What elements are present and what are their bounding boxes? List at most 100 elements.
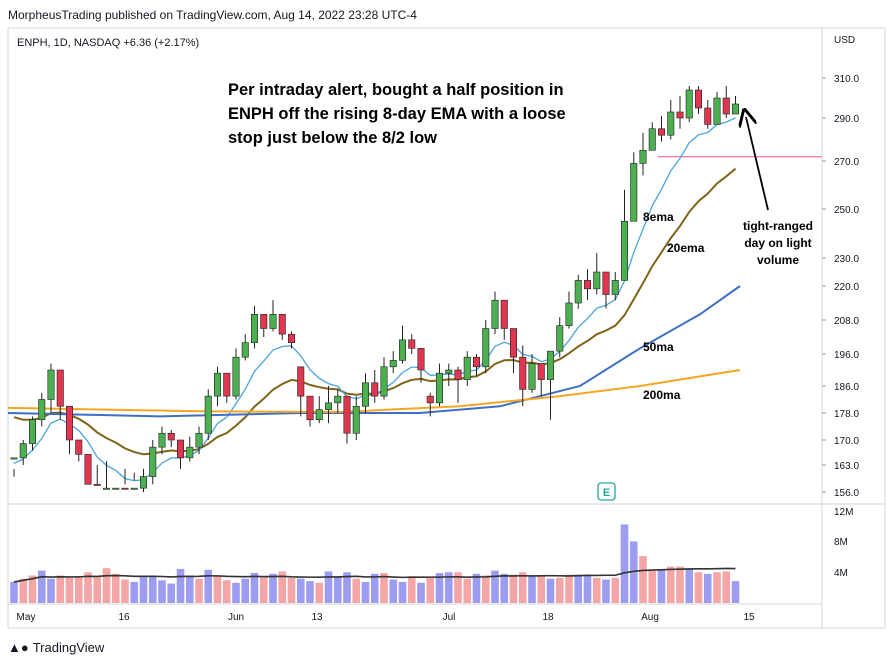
volume-bar: [269, 573, 277, 603]
candle-body: [648, 128, 656, 151]
volume-bar: [148, 575, 157, 603]
candle: [195, 426, 203, 455]
volume-bar: [352, 578, 361, 603]
candle-body: [334, 395, 342, 404]
candle-body: [685, 89, 693, 119]
candle-body: [704, 107, 712, 125]
candle-body: [593, 271, 601, 290]
candle-body: [639, 149, 647, 164]
candle: [556, 317, 564, 358]
volume-bar: [481, 575, 490, 603]
volume-bar: [306, 581, 314, 603]
candle: [93, 465, 101, 486]
candle: [694, 86, 702, 114]
volume-bar: [509, 574, 518, 603]
candle-body: [130, 487, 138, 490]
volume-bar: [213, 576, 222, 603]
y-tick-label: 230.0: [834, 254, 859, 265]
candle: [56, 369, 64, 420]
candle-body: [28, 419, 36, 444]
candle-body: [269, 314, 277, 329]
volume-bar: [296, 578, 305, 603]
candle-body: [38, 399, 46, 421]
volume-bar: [333, 577, 342, 603]
x-tick-label: 15: [743, 612, 755, 623]
volume-bar: [324, 571, 333, 603]
volume-bar: [28, 575, 37, 603]
volume-bar: [185, 575, 194, 603]
candle-body: [214, 372, 222, 397]
candle: [334, 389, 342, 413]
candle-body: [556, 325, 564, 352]
candle-body: [306, 395, 314, 421]
y-tick-label: 163.0: [834, 461, 859, 472]
candle: [186, 436, 194, 462]
candle: [121, 468, 129, 490]
ma200-line: [7, 369, 741, 414]
tradingview-icon: ▲●: [8, 640, 29, 655]
chart-frame: [7, 27, 886, 629]
candle-body: [491, 299, 499, 329]
candle-body: [408, 339, 416, 349]
candle: [713, 92, 721, 125]
volume-bar: [47, 578, 55, 603]
candle: [251, 305, 259, 349]
candle: [546, 350, 554, 420]
candle-body: [75, 439, 83, 455]
volume-bar: [130, 581, 139, 603]
candle-body: [66, 405, 74, 441]
volume-bar: [620, 524, 629, 603]
candle-body: [324, 402, 332, 410]
candle-body: [315, 409, 323, 421]
publish-line: MorpheusTrading published on TradingView…: [8, 8, 417, 22]
volume-bar: [722, 571, 731, 603]
candle: [223, 372, 231, 403]
ema8-label: 8ema: [643, 210, 674, 224]
volume-bar: [555, 577, 564, 603]
candle-body: [667, 111, 675, 136]
volume-bar: [74, 576, 83, 603]
volume-bar: [454, 572, 462, 603]
y-tick-label: 170.0: [834, 436, 859, 447]
volume-average-line: [13, 567, 736, 583]
candle: [445, 363, 453, 386]
candle: [657, 116, 665, 142]
y-tick-label: 208.0: [834, 316, 859, 327]
candle-body: [694, 89, 702, 109]
candle-body: [140, 476, 148, 489]
candle: [103, 461, 111, 490]
candle: [38, 392, 46, 427]
candle: [639, 133, 647, 176]
volume-bar: [380, 573, 388, 603]
candle: [509, 328, 517, 374]
volume-bar: [583, 575, 592, 603]
x-tick-label: 16: [118, 612, 130, 623]
volume-bar: [19, 578, 28, 603]
candle: [214, 366, 222, 407]
volume-bar: [694, 572, 703, 603]
candle-body: [398, 339, 406, 361]
volume-bar: [232, 582, 240, 603]
candle: [667, 100, 675, 140]
volume-bar: [250, 573, 259, 603]
candle-body: [241, 342, 249, 358]
candle: [602, 271, 610, 309]
candle: [75, 439, 83, 462]
candle-body: [426, 395, 434, 404]
candle-body: [204, 395, 212, 434]
volume-bar: [56, 575, 65, 603]
volume-bar: [121, 579, 129, 603]
tradingview-brand: TradingView: [32, 640, 105, 655]
volume-bar: [84, 572, 92, 603]
candle: [343, 395, 351, 444]
volume-bar: [389, 579, 398, 603]
candle: [241, 334, 249, 361]
ema20-label: 20ema: [667, 241, 705, 255]
arrow-annotation: tight-ranged day on light volume: [743, 219, 813, 267]
earnings-letter: E: [603, 487, 610, 499]
volume-bar: [176, 568, 185, 603]
candle-body: [223, 372, 231, 397]
candle: [454, 366, 462, 403]
candle: [361, 373, 369, 413]
volume-bar: [463, 578, 472, 603]
